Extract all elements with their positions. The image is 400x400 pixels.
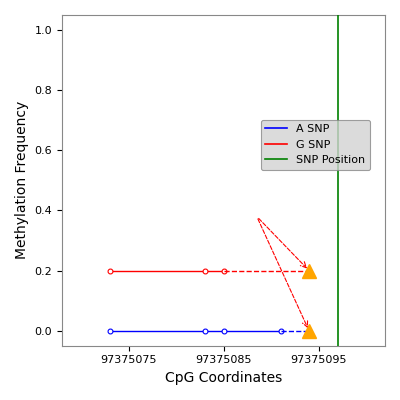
Legend: A SNP, G SNP, SNP Position: A SNP, G SNP, SNP Position [261, 120, 370, 170]
X-axis label: CpG Coordinates: CpG Coordinates [165, 371, 282, 385]
Y-axis label: Methylation Frequency: Methylation Frequency [15, 101, 29, 260]
